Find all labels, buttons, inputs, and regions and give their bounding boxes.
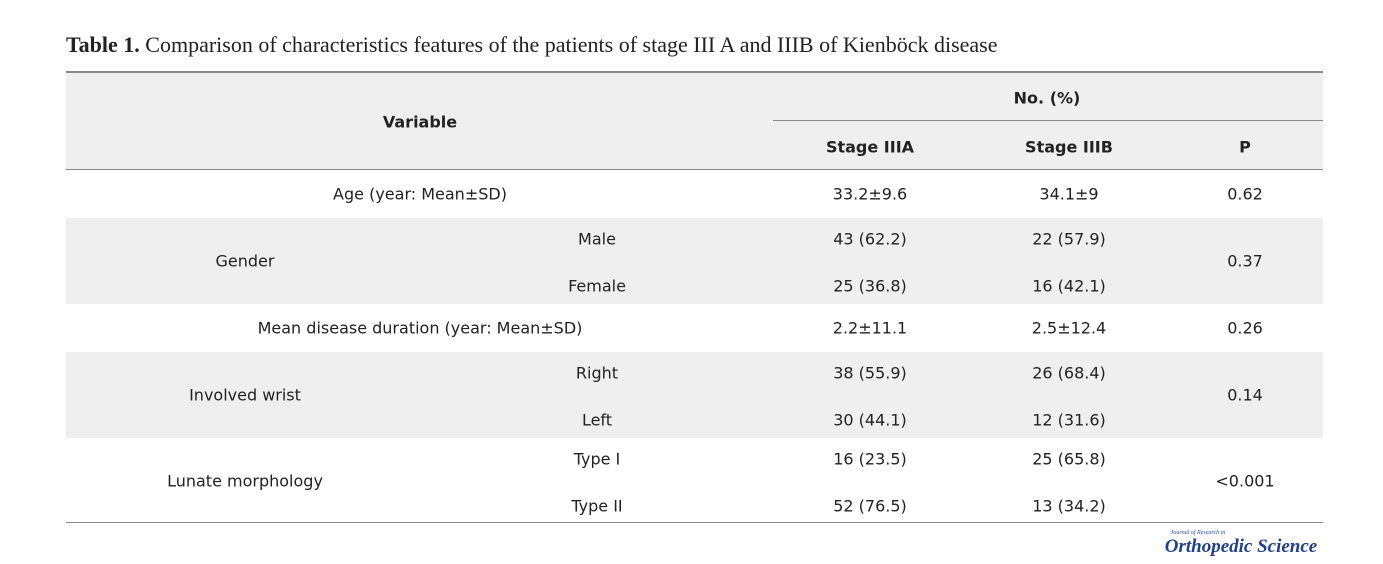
header-group: No. (%)	[1013, 88, 1081, 108]
cell: 16 (23.5)	[833, 449, 907, 469]
sub-label: Left	[581, 410, 613, 430]
cell: 43 (62.2)	[833, 229, 907, 249]
column-header: Stage IIIA	[825, 137, 915, 157]
cell: 16 (42.1)	[1032, 276, 1106, 296]
sub-label: Type I	[573, 449, 621, 469]
logo-big: Orthopedic Science	[1164, 536, 1318, 557]
cell: 13 (34.2)	[1032, 496, 1106, 516]
cell: 12 (31.6)	[1032, 410, 1106, 430]
row-label: Involved wrist	[189, 385, 301, 405]
bottom-rule	[66, 522, 1323, 523]
column-header: P	[1239, 137, 1251, 157]
group-rule	[773, 120, 1323, 121]
row-label: Lunate morphology	[167, 471, 323, 491]
p-value: 0.26	[1227, 318, 1263, 338]
sub-label: Right	[575, 363, 619, 383]
cell: 38 (55.9)	[833, 363, 907, 383]
cell: 2.2±11.1	[832, 318, 908, 338]
caption-label: Table 1.	[66, 32, 140, 57]
header-variable: Variable	[382, 112, 458, 132]
cell: 34.1±9	[1039, 184, 1099, 204]
row-label: Gender	[215, 251, 275, 271]
cell: 25 (65.8)	[1032, 449, 1106, 469]
cell: 2.5±12.4	[1031, 318, 1107, 338]
logo-small: Journal of Research in	[1170, 530, 1226, 536]
row-label: Mean disease duration (year: Mean±SD)	[257, 318, 583, 338]
p-value: 0.14	[1227, 385, 1263, 405]
sub-label: Female	[568, 276, 626, 296]
sub-label: Type II	[571, 496, 623, 516]
row-bg	[66, 218, 1323, 304]
row-label: Age (year: Mean±SD)	[333, 184, 507, 204]
table-caption: Table 1. Comparison of characteristics f…	[66, 32, 998, 58]
cell: 30 (44.1)	[833, 410, 907, 430]
cell: 26 (68.4)	[1032, 363, 1106, 383]
p-value: <0.001	[1215, 471, 1275, 491]
cell: 25 (36.8)	[833, 276, 907, 296]
p-value: 0.62	[1227, 184, 1263, 204]
top-rule	[66, 71, 1323, 73]
caption-text: Comparison of characteristics features o…	[145, 32, 998, 57]
row-bg	[66, 352, 1323, 438]
cell: 33.2±9.6	[832, 184, 908, 204]
header-rule	[66, 169, 1323, 170]
column-header: Stage IIIB	[1025, 137, 1113, 157]
p-value: 0.37	[1227, 251, 1263, 271]
sub-label: Male	[578, 229, 616, 249]
cell: 52 (76.5)	[833, 496, 907, 516]
cell: 22 (57.9)	[1032, 229, 1106, 249]
header-bg	[66, 72, 1323, 170]
